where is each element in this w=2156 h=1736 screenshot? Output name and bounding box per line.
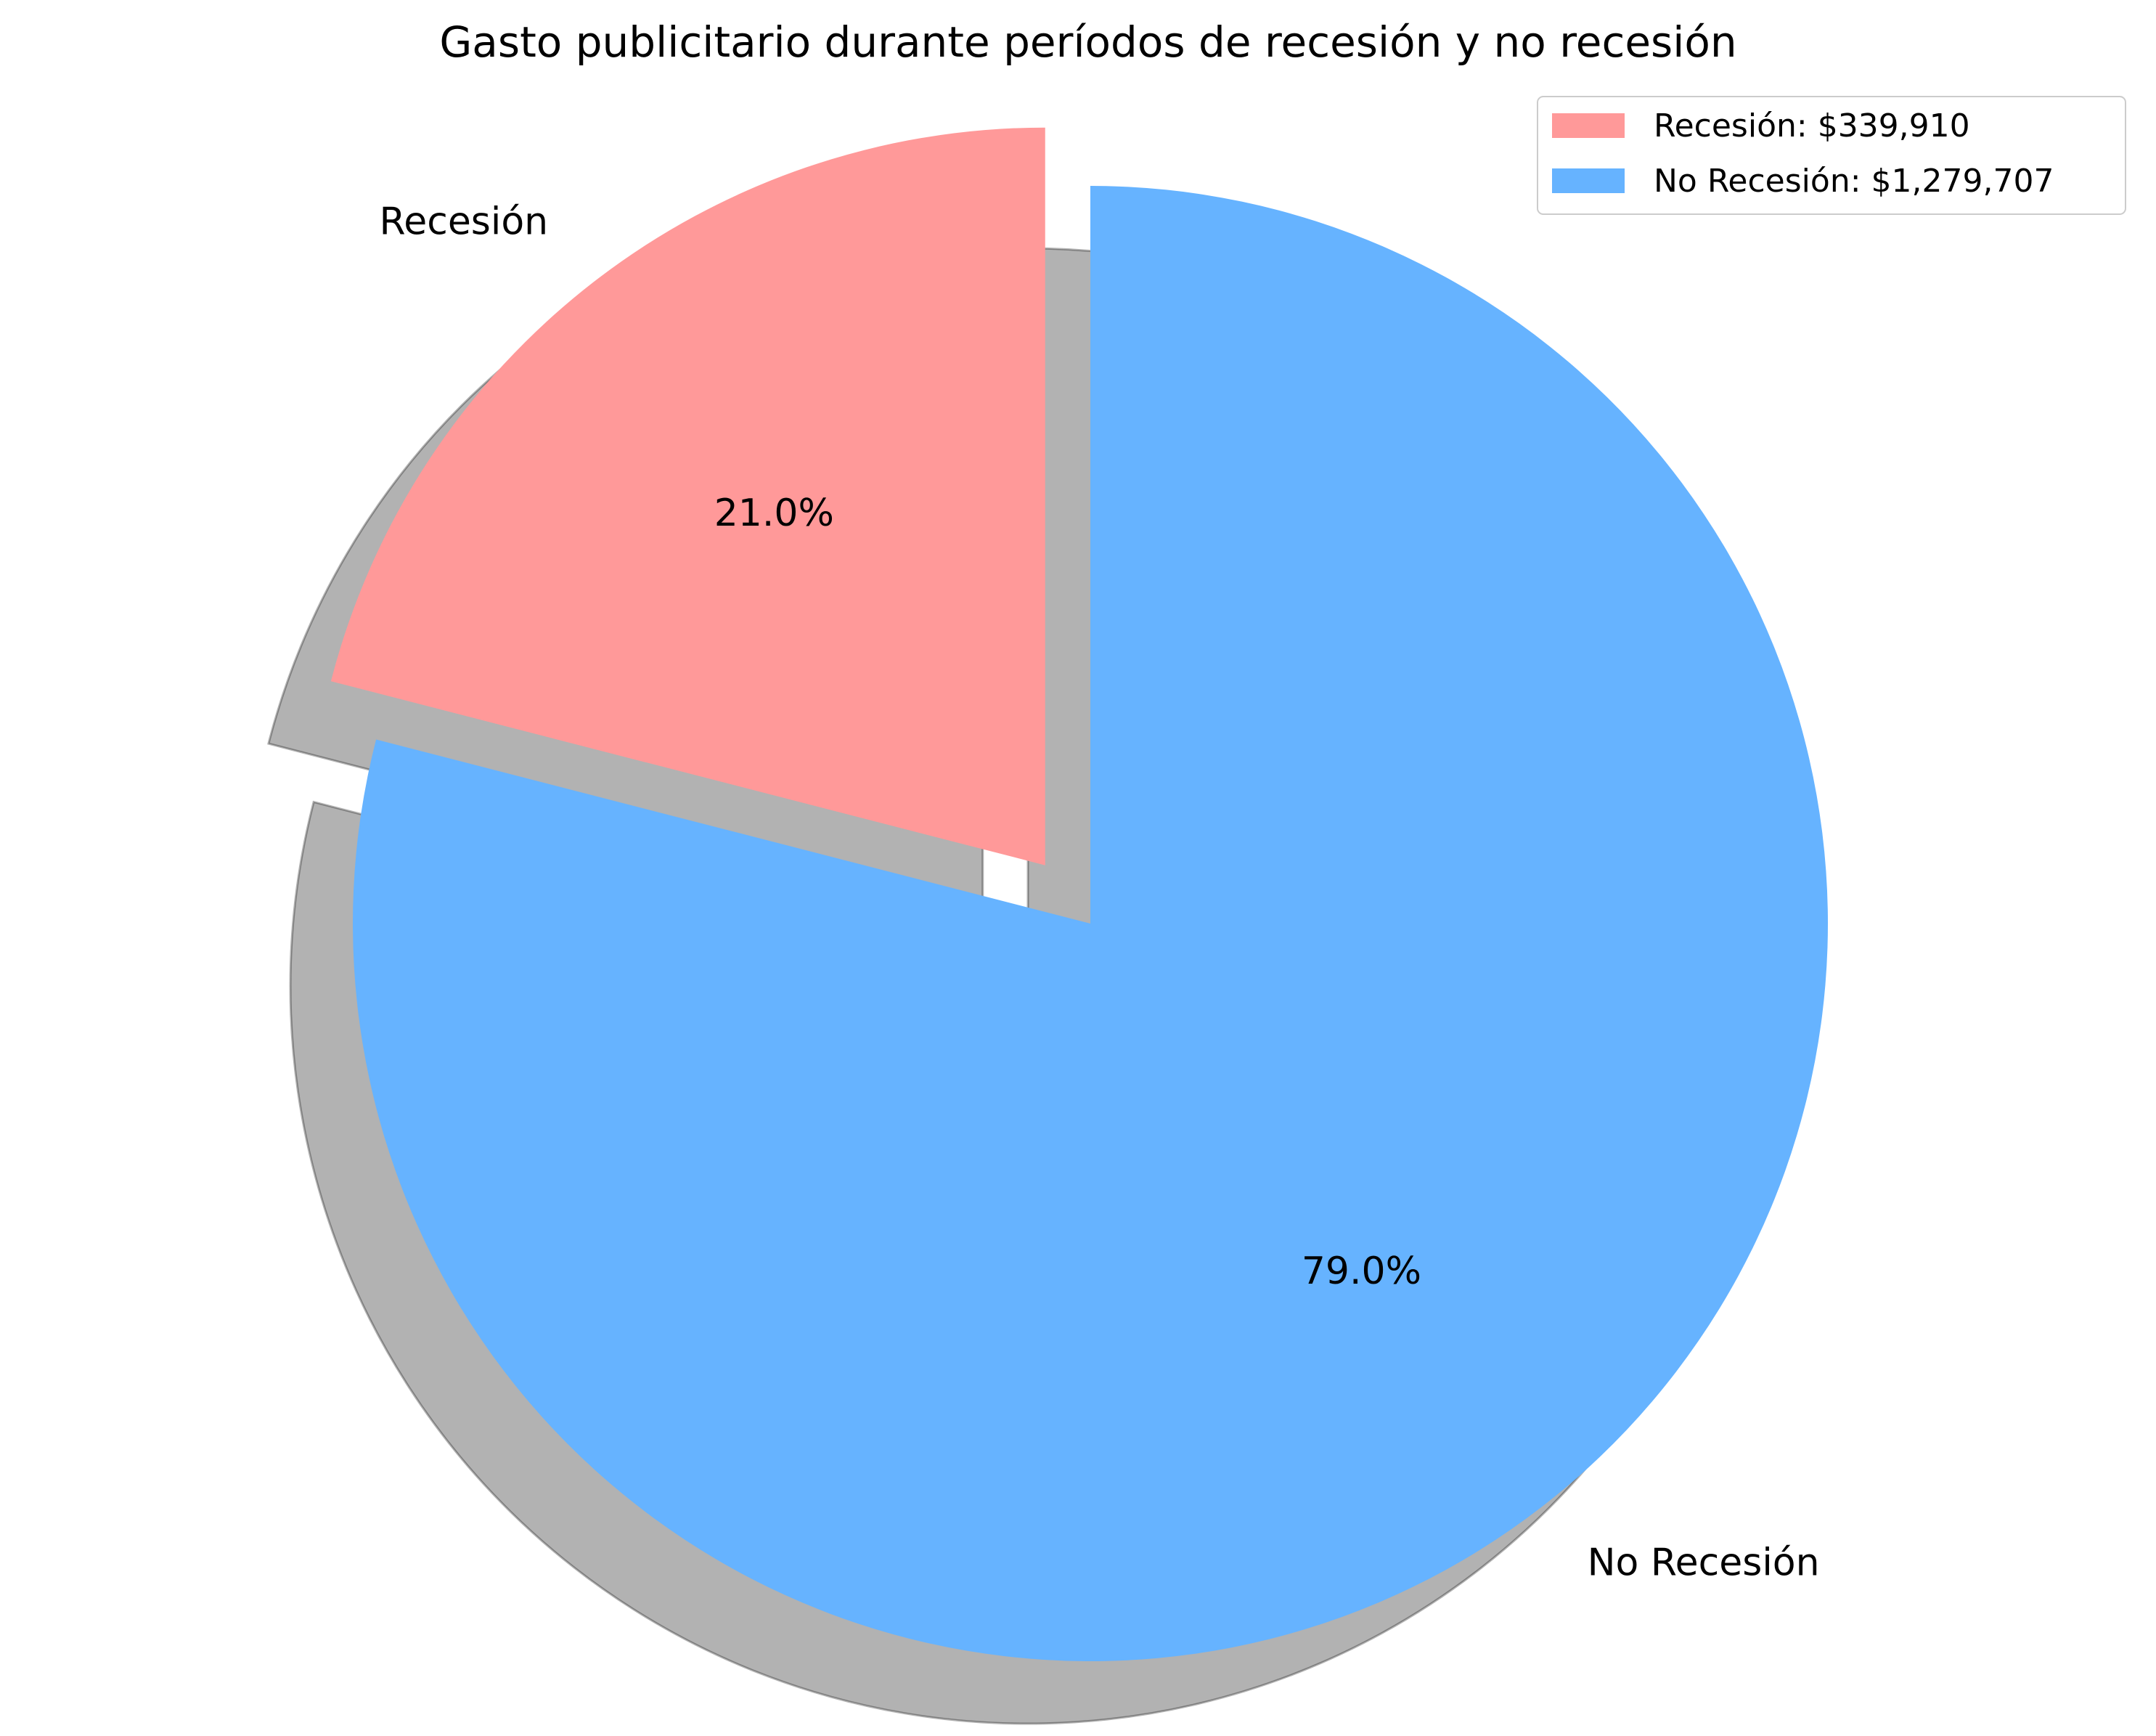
legend-label-no-recesion: No Recesión: $1,279,707 (1654, 163, 2054, 200)
legend: Recesión: $339,910 No Recesión: $1,279,7… (1537, 96, 2126, 215)
slice-label-recesion: Recesión (379, 200, 548, 243)
label-layer: Recesión 21.0% No Recesión 79.0% (379, 200, 1819, 1584)
pie-slice-no-recesion (353, 186, 1828, 1661)
slice-layer (330, 127, 1828, 1661)
legend-swatch-recesion (1552, 113, 1625, 138)
slice-label-no-recesion: No Recesión (1588, 1541, 1820, 1584)
legend-frame (1537, 96, 2126, 215)
pie-slice-recesion (330, 127, 1045, 865)
legend-swatch-no-recesion (1552, 168, 1625, 193)
chart-title: Gasto publicitario durante períodos de r… (439, 17, 1736, 67)
percent-label-recesion: 21.0% (714, 492, 834, 535)
legend-label-recesion: Recesión: $339,910 (1654, 107, 1970, 144)
percent-label-no-recesion: 79.0% (1302, 1250, 1421, 1293)
